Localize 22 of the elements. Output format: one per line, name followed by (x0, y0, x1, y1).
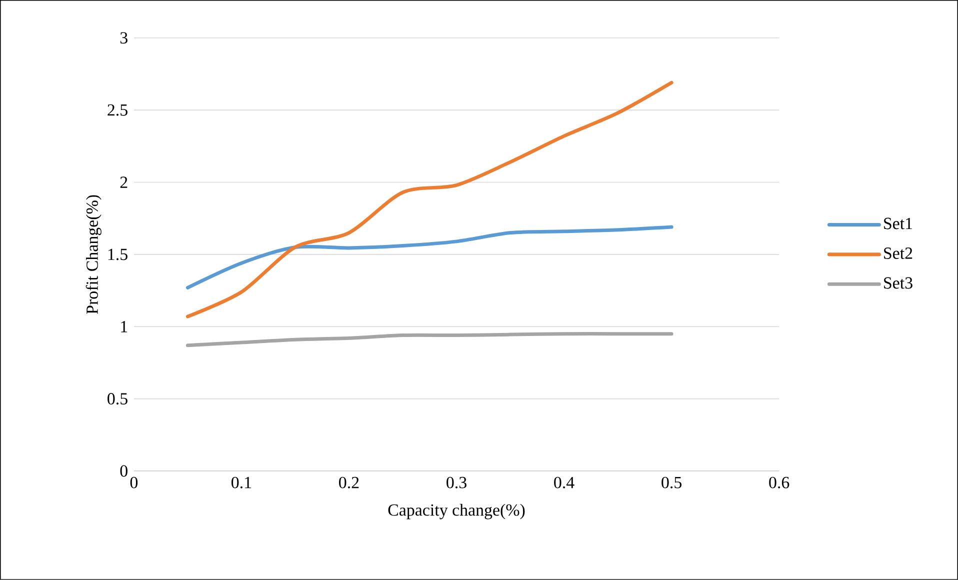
x-tick-label: 0.4 (554, 476, 574, 488)
line-series (186, 225, 674, 290)
y-tick-label: 1.5 (108, 248, 128, 260)
line-series (186, 332, 674, 348)
legend-label: Set1 (884, 218, 912, 230)
x-tick-label: 0 (130, 476, 138, 488)
y-tick-label: 1 (121, 321, 128, 332)
y-tick-label: 0 (120, 465, 128, 477)
x-tick-label: 0.5 (662, 476, 682, 488)
legend-label: Set3 (884, 277, 912, 289)
y-tick-label: 2 (120, 176, 128, 188)
y-axis-title: Profit Change(%) (86, 195, 102, 314)
y-tick-label: 2.5 (108, 104, 128, 116)
x-tick-label: 0.1 (232, 476, 252, 488)
x-tick-label: 0.2 (339, 476, 359, 488)
line-series (186, 80, 674, 318)
x-tick-label: 0.6 (769, 476, 790, 488)
y-tick-label: 0.5 (108, 393, 128, 405)
x-tick-label: 0.3 (446, 476, 466, 488)
y-tick-label: 3 (120, 32, 128, 44)
legend-label: Set2 (884, 248, 912, 259)
x-axis-title: Capacity change(%) (388, 504, 525, 520)
